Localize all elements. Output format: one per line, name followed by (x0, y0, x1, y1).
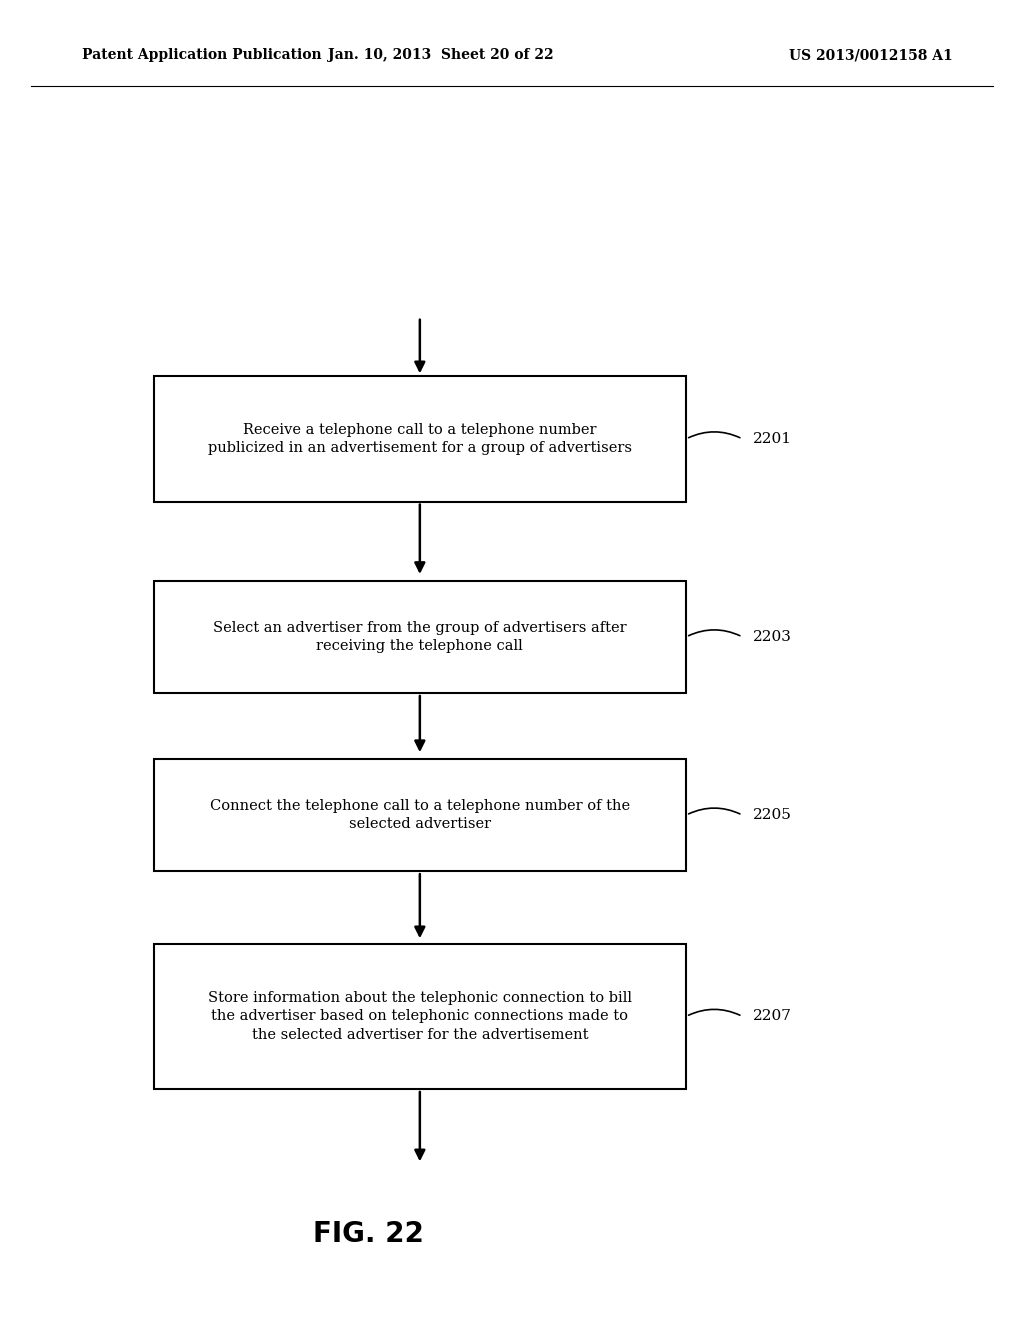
Text: Select an advertiser from the group of advertisers after
receiving the telephone: Select an advertiser from the group of a… (213, 620, 627, 653)
FancyBboxPatch shape (154, 944, 686, 1089)
Text: Jan. 10, 2013  Sheet 20 of 22: Jan. 10, 2013 Sheet 20 of 22 (328, 49, 553, 62)
FancyBboxPatch shape (154, 581, 686, 693)
Text: Patent Application Publication: Patent Application Publication (82, 49, 322, 62)
Text: Store information about the telephonic connection to bill
the advertiser based o: Store information about the telephonic c… (208, 991, 632, 1041)
Text: 2207: 2207 (753, 1010, 792, 1023)
FancyBboxPatch shape (154, 759, 686, 871)
Text: 2203: 2203 (753, 630, 792, 644)
Text: Connect the telephone call to a telephone number of the
selected advertiser: Connect the telephone call to a telephon… (210, 799, 630, 832)
Text: FIG. 22: FIG. 22 (313, 1220, 424, 1249)
Text: Receive a telephone call to a telephone number
publicized in an advertisement fo: Receive a telephone call to a telephone … (208, 422, 632, 455)
Text: US 2013/0012158 A1: US 2013/0012158 A1 (788, 49, 952, 62)
Text: 2205: 2205 (753, 808, 792, 822)
Text: 2201: 2201 (753, 432, 792, 446)
FancyBboxPatch shape (154, 376, 686, 502)
